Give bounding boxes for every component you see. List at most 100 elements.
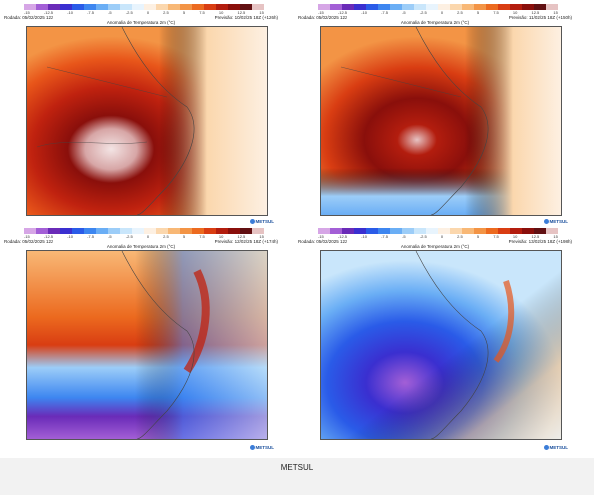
colorbar-swatch	[96, 228, 108, 234]
colorbar-label: 0	[440, 10, 444, 15]
colorbar-swatch	[96, 4, 108, 10]
colorbar-label: 5	[476, 10, 480, 15]
metsul-logo: METSUL	[543, 445, 568, 450]
colorbar-swatch	[438, 228, 450, 234]
colorbar-swatch	[546, 228, 558, 234]
colorbar-swatch	[156, 228, 168, 234]
colorbar-label: 7.5	[493, 234, 499, 239]
logo-icon	[249, 219, 255, 224]
colorbar-label: -5	[402, 10, 406, 15]
colorbar-swatch	[366, 4, 378, 10]
colorbar-swatch	[498, 4, 510, 10]
colorbar-swatch	[216, 4, 228, 10]
colorbar-swatch	[240, 228, 252, 234]
colorbar-swatch	[510, 228, 522, 234]
map-title: Anomalia de Temperatura 2m (°C)	[400, 244, 470, 249]
colorbar	[318, 4, 558, 10]
colorbar-swatch	[426, 228, 438, 234]
logo-icon	[543, 219, 549, 224]
map-panel-4: -15 -12.5 -10 -7.5 -5 -2.5 0 2.5 5 7.5 10 12.5 15 Ro…	[296, 226, 574, 456]
colorbar-label: 10	[512, 10, 518, 15]
colorbar-label: 2.5	[163, 10, 169, 15]
colorbar-swatch	[390, 228, 402, 234]
colorbar-labels: -15 -12.5 -10 -7.5 -5 -2.5 0 2.5 5 7.5 10 12.5 15	[24, 10, 264, 15]
colorbar-label: 10	[218, 10, 224, 15]
valid-label: Previsão: 12/02/25 18Z (+174h)	[214, 239, 278, 244]
colorbar-swatch	[474, 4, 486, 10]
colorbar-label: 0	[146, 10, 150, 15]
metsul-logo: METSUL	[249, 445, 274, 450]
colorbar-swatch	[354, 4, 366, 10]
colorbar-swatch	[192, 4, 204, 10]
colorbar-swatch	[48, 228, 60, 234]
colorbar-labels: -15 -12.5 -10 -7.5 -5 -2.5 0 2.5 5 7.5 10 12.5 15	[318, 10, 558, 15]
colorbar-label: 0	[146, 234, 150, 239]
colorbar-swatch	[546, 4, 558, 10]
colorbar-labels: -15 -12.5 -10 -7.5 -5 -2.5 0 2.5 5 7.5 10 12.5 15	[24, 234, 264, 239]
colorbar-label: -5	[402, 234, 406, 239]
colorbar-swatch	[132, 4, 144, 10]
colorbar-swatch	[120, 4, 132, 10]
logo-text: METSUL	[549, 219, 569, 224]
map-panel-1: -15 -12.5 -10 -7.5 -5 -2.5 0 2.5 5 7.5 10 12.5 15 Ro…	[2, 2, 280, 228]
colorbar-label: -15	[24, 234, 30, 239]
colorbar-swatch	[450, 228, 462, 234]
valid-label: Previsão: 11/02/25 18Z (+150h)	[508, 15, 572, 20]
run-label: Rodada: 05/02/2025 12z	[4, 239, 54, 244]
colorbar-swatch	[354, 228, 366, 234]
valid-label: Previsão: 13/02/25 18Z (+198h)	[508, 239, 572, 244]
colorbar-swatch	[426, 4, 438, 10]
colorbar-swatch	[228, 228, 240, 234]
colorbar-swatch	[342, 4, 354, 10]
anomaly-map-svg	[321, 27, 561, 215]
colorbar-swatch	[72, 228, 84, 234]
logo-text: METSUL	[255, 219, 275, 224]
colorbar-swatch	[228, 4, 240, 10]
colorbar-swatch	[450, 4, 462, 10]
colorbar-label: -2.5	[419, 234, 427, 239]
run-label: Rodada: 05/02/2025 12z	[298, 239, 348, 244]
colorbar	[24, 4, 264, 10]
colorbar-label: -2.5	[125, 10, 133, 15]
colorbar-swatch	[144, 4, 156, 10]
colorbar-swatch	[24, 228, 36, 234]
colorbar-swatch	[192, 228, 204, 234]
anomaly-map-svg	[27, 251, 267, 439]
colorbar-swatch	[402, 4, 414, 10]
colorbar-swatch	[240, 4, 252, 10]
colorbar-swatch	[474, 228, 486, 234]
colorbar-swatch	[522, 228, 534, 234]
colorbar-label: -15	[318, 234, 324, 239]
colorbar-swatch	[330, 228, 342, 234]
anomaly-map	[26, 250, 268, 440]
colorbar-swatch	[498, 228, 510, 234]
run-label: Rodada: 05/02/2025 12z	[4, 15, 54, 20]
colorbar-label: 12.5	[237, 234, 246, 239]
colorbar-swatch	[366, 228, 378, 234]
colorbar-swatch	[378, 4, 390, 10]
colorbar-label: -5	[108, 10, 112, 15]
colorbar-label: -7.5	[87, 234, 94, 239]
colorbar-swatch	[522, 4, 534, 10]
colorbar-label: -5	[108, 234, 112, 239]
colorbar-swatch	[486, 4, 498, 10]
colorbar-swatch	[132, 228, 144, 234]
colorbar-label: -15	[318, 10, 324, 15]
metsul-logo: METSUL	[249, 219, 275, 224]
colorbar-label: -10	[67, 10, 73, 15]
colorbar-label: -10	[361, 234, 367, 239]
colorbar	[318, 228, 558, 234]
anomaly-map	[320, 250, 562, 440]
colorbar-swatch	[108, 4, 120, 10]
colorbar-swatch	[144, 228, 156, 234]
colorbar-swatch	[438, 4, 450, 10]
metsul-logo: METSUL	[543, 219, 569, 224]
colorbar-label: 2.5	[457, 234, 463, 239]
colorbar-label: 15	[553, 234, 558, 239]
colorbar-swatch	[72, 4, 84, 10]
colorbar-swatch	[84, 4, 96, 10]
colorbar-swatch	[156, 4, 168, 10]
colorbar-swatch	[318, 228, 330, 234]
colorbar-label: 15	[259, 10, 264, 15]
map-title: Anomalia de Temperatura 2m (°C)	[400, 20, 470, 25]
